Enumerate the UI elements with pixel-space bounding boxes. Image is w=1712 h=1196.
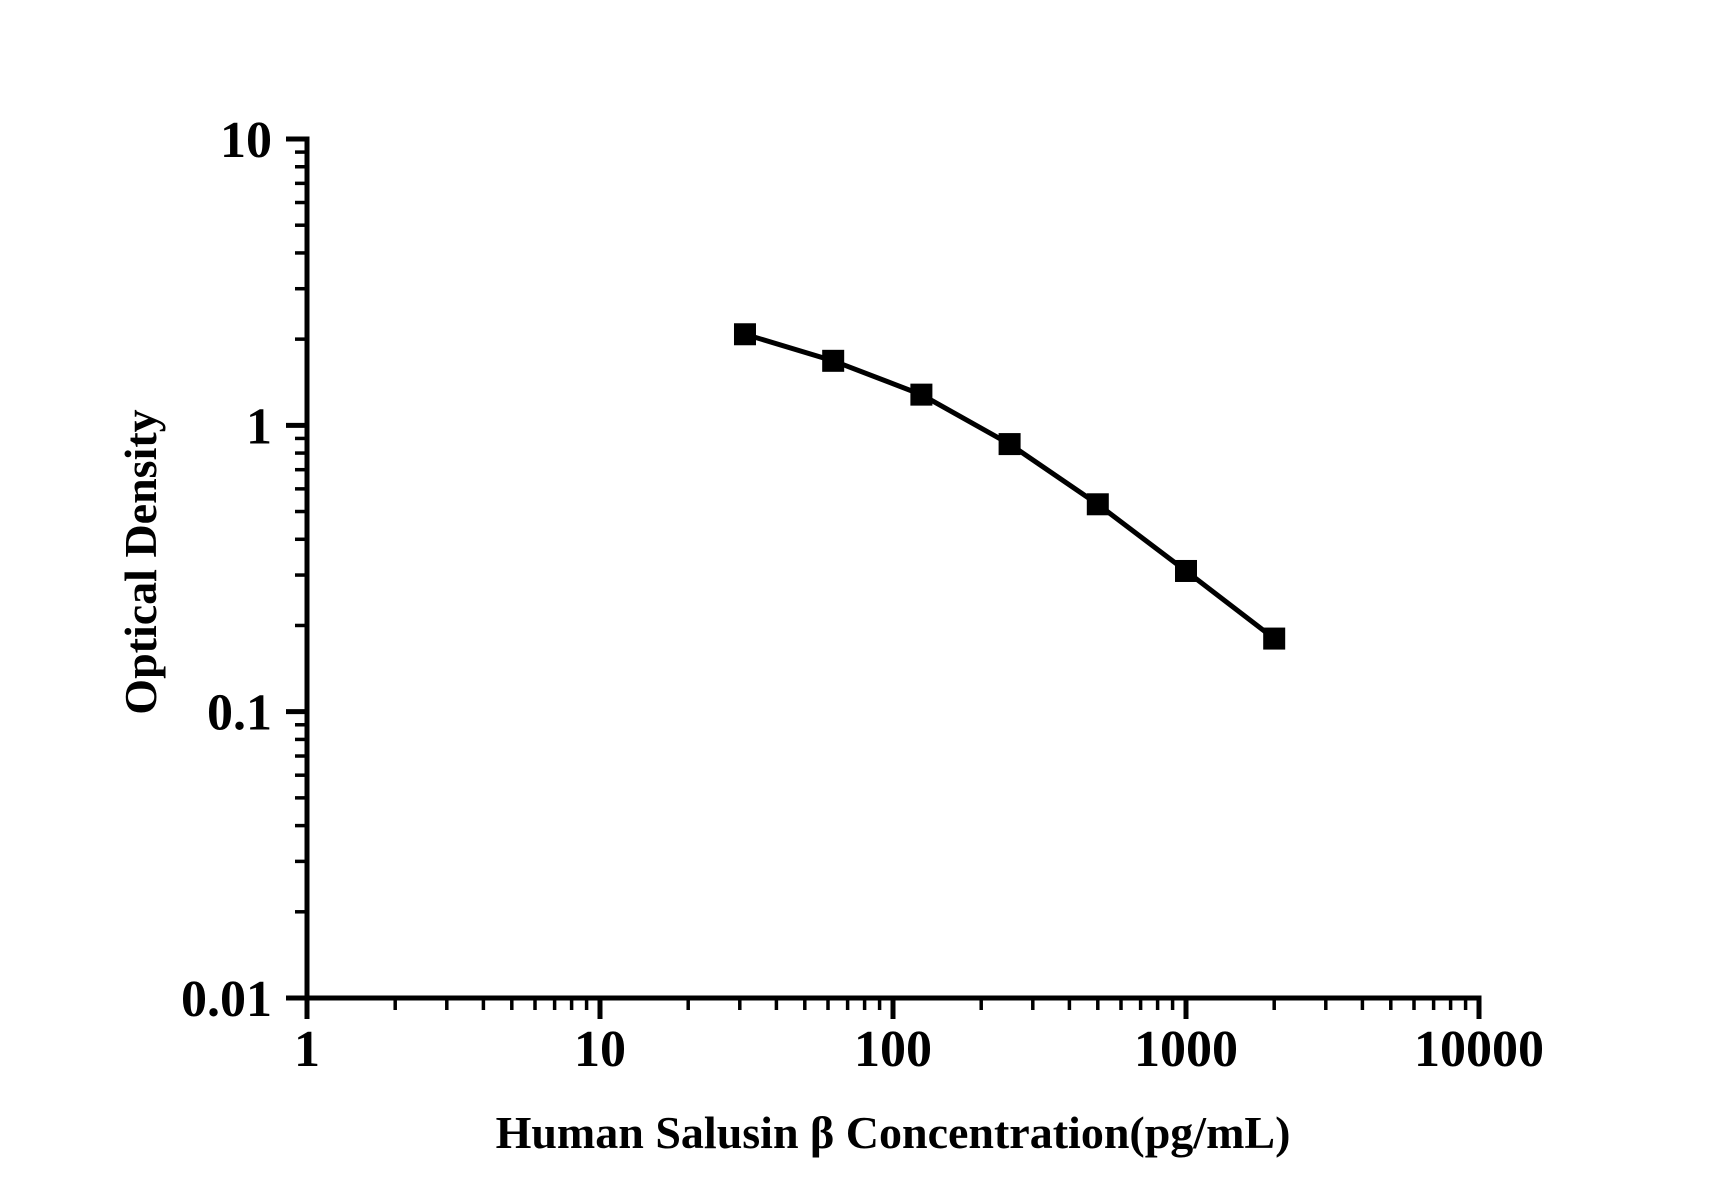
x-axis-title: Human Salusin β Concentration(pg/mL) — [496, 1107, 1291, 1158]
data-point-marker — [910, 383, 933, 406]
y-axis-title: Optical Density — [115, 409, 166, 714]
y-tick-label: 1 — [246, 398, 272, 455]
chart-plot-area: 1 10 100 1000 10000 0.01 0.1 1 10 — [181, 112, 1544, 1078]
x-tick-label: 10 — [574, 1021, 626, 1078]
x-tick-label: 100 — [854, 1021, 932, 1078]
data-point-marker — [1263, 627, 1286, 650]
series-line — [744, 331, 1276, 641]
x-tick-label: 1000 — [1134, 1021, 1238, 1078]
x-tick-label: 10000 — [1414, 1021, 1544, 1078]
data-point-marker — [1175, 559, 1197, 582]
data-point-marker — [822, 349, 845, 372]
x-tick-label: 1 — [294, 1021, 320, 1078]
y-tick-label: 0.1 — [207, 685, 272, 742]
data-point-marker — [733, 323, 756, 346]
y-tick-label: 10 — [220, 112, 272, 169]
data-point-marker — [998, 433, 1021, 456]
data-point-marker — [1086, 493, 1109, 516]
y-tick-label: 0.01 — [181, 971, 272, 1028]
